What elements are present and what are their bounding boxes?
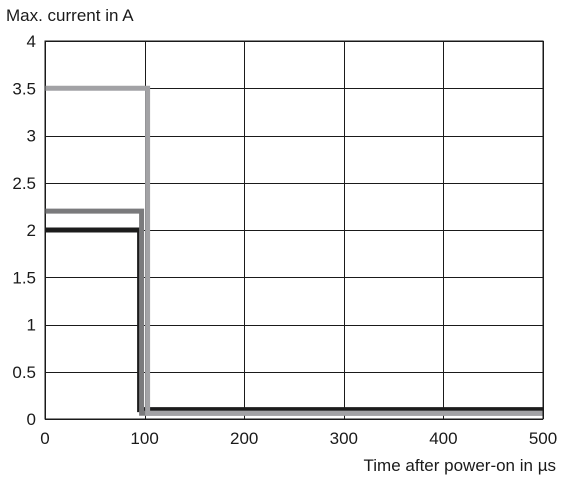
series-line-3: [45, 85, 543, 416]
x-tick-label: 300: [330, 429, 358, 448]
y-tick-label: 2: [27, 221, 36, 240]
series-line-1: [45, 227, 543, 413]
y-tick-label: 1: [27, 316, 36, 335]
x-tick-label: 0: [40, 429, 49, 448]
y-axis-label: Max. current in A: [6, 6, 134, 25]
y-tick-label: 2.5: [12, 174, 36, 193]
y-tick-label: 3.5: [12, 79, 36, 98]
x-tick-labels: 0 100 200 300 400 500: [40, 429, 557, 448]
y-tick-label: 1.5: [12, 268, 36, 287]
x-tick-label: 200: [230, 429, 258, 448]
x-tick-label: 400: [429, 429, 457, 448]
series-line-2: [45, 208, 543, 416]
y-tick-label: 4: [27, 32, 36, 51]
y-tick-label: 3: [27, 127, 36, 146]
plot-frame: [44, 40, 544, 420]
x-tick-label: 100: [130, 429, 158, 448]
y-tick-label: 0.5: [12, 363, 36, 382]
y-tick-labels: 0 0.5 1 1.5 2 2.5 3 3.5 4: [12, 32, 36, 429]
series-lines: [45, 85, 543, 416]
x-tick-label: 500: [529, 429, 557, 448]
x-axis-label: Time after power-on in µs: [364, 456, 556, 475]
y-tick-label: 0: [27, 410, 36, 429]
